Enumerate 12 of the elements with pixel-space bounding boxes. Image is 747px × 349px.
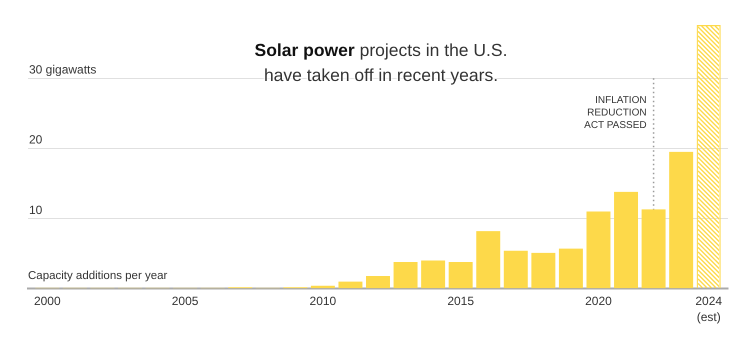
y-axis-title: Capacity additions per year bbox=[28, 270, 168, 282]
x-tick-label: 2015 bbox=[447, 294, 474, 308]
y-tick-label: 30 gigawatts bbox=[29, 62, 96, 77]
y-tick-label: 10 bbox=[29, 202, 43, 217]
ref-line-label: INFLATION REDUCTION ACT PASSED bbox=[584, 95, 647, 132]
x-tick-label: 2000 bbox=[34, 294, 61, 308]
x-tick-label: 2005 bbox=[172, 294, 199, 308]
x-tick-label: 2024 (est) bbox=[695, 294, 722, 324]
x-tick-label: 2020 bbox=[585, 294, 612, 308]
y-tick-label: 20 bbox=[29, 132, 43, 147]
text: Solar power bbox=[254, 40, 355, 60]
x-tick-label: 2010 bbox=[310, 294, 337, 308]
